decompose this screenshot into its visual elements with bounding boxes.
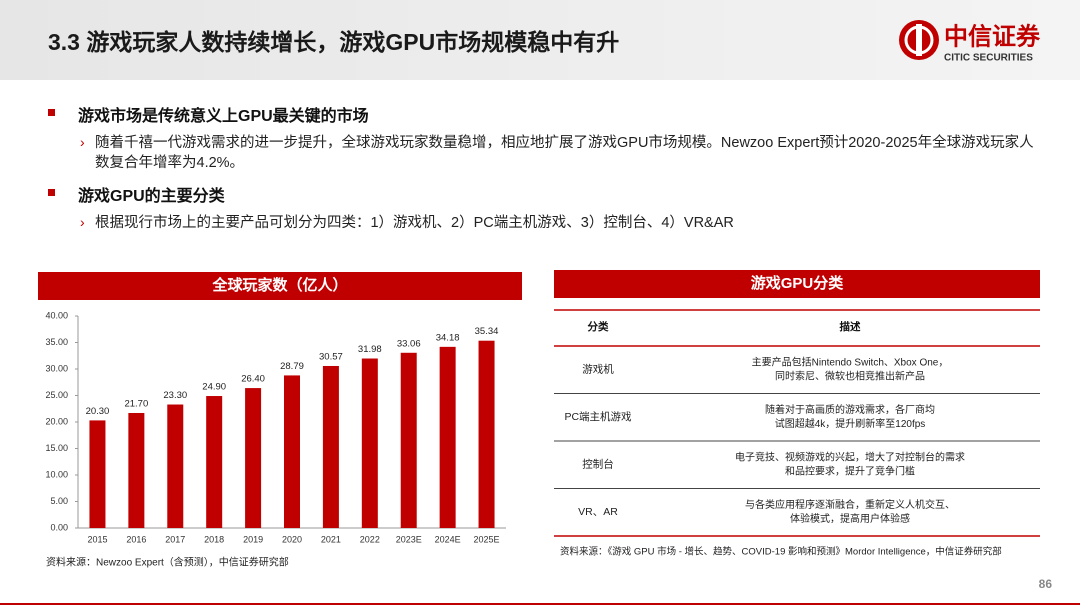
row-label: 游戏机 <box>582 363 614 376</box>
data-label: 31.98 <box>358 344 382 355</box>
row-label: PC端主机游戏 <box>564 410 632 423</box>
data-label: 35.34 <box>475 326 499 337</box>
data-label: 30.57 <box>319 351 343 362</box>
bullet-text: 游戏市场是传统意义上GPU最关键的市场 <box>78 108 369 125</box>
chart-header <box>38 272 522 300</box>
bar <box>361 358 378 528</box>
row-label: 控制台 <box>582 458 614 471</box>
x-tick-label: 2015 <box>87 534 107 544</box>
bar <box>128 412 145 528</box>
row-desc: 和品控要求，提升了竞争门槛 <box>785 464 915 477</box>
bar <box>89 420 106 528</box>
bar <box>206 396 223 528</box>
data-label: 20.30 <box>86 406 110 417</box>
chart-title: 全球玩家数（亿人） <box>211 276 347 294</box>
data-label: 26.40 <box>241 374 265 385</box>
x-tick-label: 2024E <box>435 534 461 544</box>
y-tick-label: 10.00 <box>45 469 68 479</box>
bar <box>400 352 417 528</box>
chart-source: 资料来源：Newzoo Expert（含预测），中信证券研究部 <box>46 556 289 569</box>
bar <box>245 388 262 528</box>
sub-bullet: 随着千禧一代游戏需求的进一步提升，全球游戏玩家数量稳增，相应地扩展了游戏GPU市… <box>80 132 1040 173</box>
sub-bullet: 根据现行市场上的主要产品可划分为四类：1）游戏机、2）PC端主机游戏、3）控制台… <box>80 212 1040 233</box>
row-desc: 试图超越4k，提升刷新率至120fps <box>775 417 926 430</box>
row-desc: 体验模式，提高用户体验感 <box>790 512 910 525</box>
column-header: 分类 <box>588 320 609 333</box>
bar <box>439 346 456 528</box>
column-header: 描述 <box>840 320 861 333</box>
data-label: 24.90 <box>202 382 226 393</box>
row-desc: 电子竞技、视频游戏的兴起，增大了对控制台的需求 <box>735 450 965 463</box>
bar <box>284 375 300 528</box>
bar <box>478 340 495 528</box>
logo-cn: 中信证券 <box>944 22 1041 50</box>
y-tick-label: 40.00 <box>45 310 68 320</box>
data-label: 33.06 <box>397 338 421 349</box>
x-tick-label: 2021 <box>321 534 341 544</box>
y-tick-label: 35.00 <box>45 337 68 347</box>
y-tick-label: 25.00 <box>45 390 68 400</box>
x-tick-label: 2018 <box>204 534 224 544</box>
y-tick-label: 0.00 <box>50 522 68 532</box>
row-desc: 随着对于高画质的游戏需求，各厂商均 <box>765 403 935 416</box>
data-label: 34.18 <box>436 332 460 343</box>
data-label: 28.79 <box>280 361 304 372</box>
bar <box>322 365 339 528</box>
bullet-text: 游戏GPU的主要分类 <box>78 188 225 205</box>
data-label: 21.70 <box>124 399 148 410</box>
table-header <box>554 270 1040 298</box>
data-label: 23.30 <box>163 390 187 401</box>
page-number: 86 <box>1039 577 1053 591</box>
x-tick-label: 2025E <box>474 534 500 544</box>
row-desc: 与各类应用程序逐渐融合，重新定义人机交互、 <box>745 498 955 511</box>
y-tick-label: 30.00 <box>45 363 68 373</box>
x-tick-label: 2020 <box>282 534 302 544</box>
x-tick-label: 2016 <box>126 534 146 544</box>
logo-bar <box>916 24 922 56</box>
row-desc: 主要产品包括Nintendo Switch、Xbox One， <box>752 355 949 368</box>
y-tick-label: 5.00 <box>50 496 68 506</box>
y-tick-label: 15.00 <box>45 443 68 453</box>
logo-en: CITIC SECURITIES <box>944 53 1033 64</box>
row-desc: 同时索尼、微软也相竞推出新产品 <box>775 369 925 382</box>
x-tick-label: 2017 <box>165 534 185 544</box>
row-label: VR、AR <box>578 506 618 518</box>
x-tick-label: 2023E <box>396 534 422 544</box>
y-tick-label: 20.00 <box>45 416 68 426</box>
x-tick-label: 2019 <box>243 534 263 544</box>
x-tick-label: 2022 <box>360 534 380 544</box>
table-title: 游戏GPU分类 <box>751 274 845 292</box>
table-source: 资料来源：《游戏 GPU 市场 - 增长、趋势、COVID-19 影响和预测》M… <box>560 546 1002 558</box>
bar <box>167 404 184 528</box>
slide-title: 3.3 游戏玩家人数持续增长，游戏GPU市场规模稳中有升 <box>48 29 619 55</box>
